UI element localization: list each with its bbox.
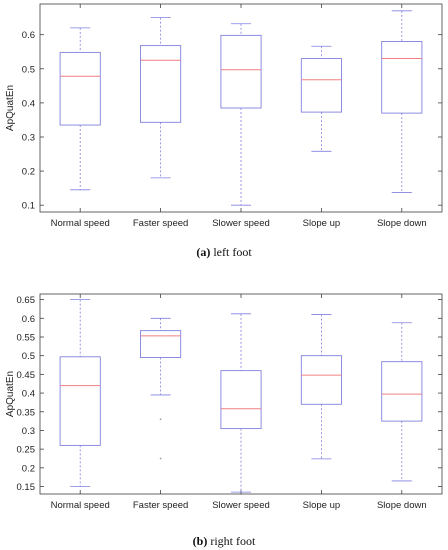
y-tick-label: 0.5 — [22, 64, 35, 75]
x-tick-label: Slope down — [377, 500, 427, 511]
box-0: Normal speed — [51, 294, 110, 511]
y-tick-label: 0.1 — [22, 201, 35, 212]
iqr-box — [300, 355, 342, 405]
box-1: Faster speed — [133, 294, 188, 511]
y-tick-label: 0.55 — [17, 332, 36, 343]
y-tick-label: 0.25 — [17, 445, 36, 456]
y-tick-label: 0.35 — [17, 407, 36, 418]
caption-right-foot: (b) right foot — [0, 534, 448, 549]
chart-left-foot: 0.1 0.2 0.3 0.4 0.5 0.6 ApQuatEn Normal speed Fa… — [5, 3, 443, 229]
box-2: Slower speed — [212, 4, 270, 229]
x-tick-label: Slope down — [377, 218, 427, 229]
box-4: Slope down — [377, 4, 427, 229]
outlier-point — [159, 457, 162, 460]
box-3: Slope up — [300, 4, 342, 229]
chart-right-foot: 0.15 0.2 0.25 0.3 0.35 0.4 0.45 0.5 0.55 0.6 0.65 A… — [5, 293, 443, 511]
x-tick-label: Normal speed — [51, 218, 110, 229]
iqr-box — [140, 330, 182, 359]
x-tick-label: Slope up — [303, 218, 341, 229]
caption-left-foot: (a) left foot — [0, 245, 448, 260]
caption-letter-a: (a) — [196, 245, 211, 259]
y-axis-label: ApQuatEn — [5, 371, 16, 417]
iqr-box — [381, 41, 423, 114]
caption-text-b: right foot — [210, 534, 256, 548]
y-tick-label: 0.2 — [22, 463, 35, 474]
y-tick-label: 0.3 — [22, 426, 35, 437]
outlier-point — [159, 418, 162, 421]
box-1: Faster speed — [133, 4, 188, 229]
iqr-box — [59, 356, 101, 446]
iqr-box — [300, 58, 342, 113]
box-4: Slope down — [377, 294, 427, 511]
iqr-box — [220, 34, 262, 109]
x-tick-label: Faster speed — [133, 500, 188, 511]
iqr-box — [381, 361, 423, 422]
y-tick-label: 0.45 — [17, 370, 36, 381]
x-tick-label: Slower speed — [212, 218, 270, 229]
x-tick-label: Normal speed — [51, 500, 110, 511]
iqr-box — [140, 45, 182, 123]
x-tick-label: Slower speed — [212, 500, 270, 511]
y-tick-label: 0.15 — [17, 482, 36, 493]
y-tick-label: 0.4 — [22, 389, 35, 400]
caption-letter-b: (b) — [192, 534, 208, 548]
y-tick-label: 0.3 — [22, 132, 35, 143]
y-tick-label: 0.2 — [22, 167, 35, 178]
iqr-box — [220, 370, 262, 430]
y-tick-label: 0.65 — [17, 295, 36, 306]
y-axis-label: ApQuatEn — [5, 85, 16, 131]
x-tick-label: Slope up — [303, 500, 341, 511]
y-tick-label: 0.4 — [22, 98, 35, 109]
y-tick-label: 0.6 — [22, 30, 35, 41]
caption-text-a: left foot — [213, 245, 252, 259]
box-2: Slower speed — [212, 294, 270, 511]
iqr-box — [59, 51, 101, 126]
x-tick-label: Faster speed — [133, 218, 188, 229]
box-3: Slope up — [300, 294, 342, 511]
box-0: Normal speed — [51, 4, 110, 229]
y-tick-label: 0.6 — [22, 314, 35, 325]
y-tick-label: 0.5 — [22, 351, 35, 362]
